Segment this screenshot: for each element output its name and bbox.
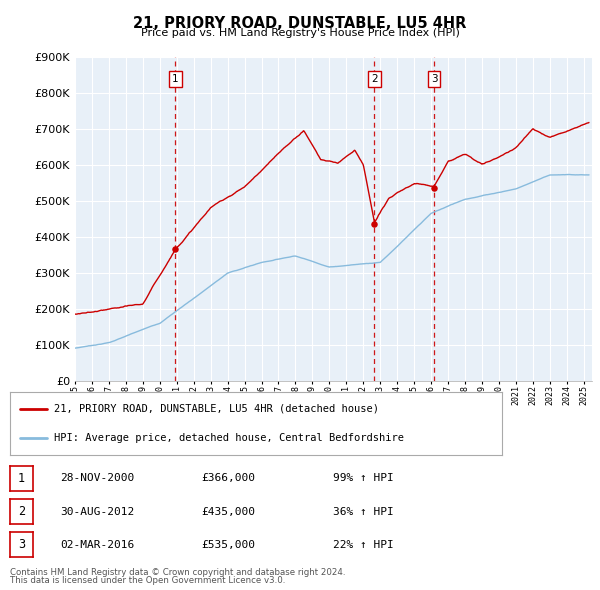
Point — [429, 183, 439, 193]
Text: 36% ↑ HPI: 36% ↑ HPI — [333, 507, 394, 516]
Text: Price paid vs. HM Land Registry's House Price Index (HPI): Price paid vs. HM Land Registry's House … — [140, 28, 460, 38]
Text: 22% ↑ HPI: 22% ↑ HPI — [333, 540, 394, 549]
Text: £435,000: £435,000 — [201, 507, 255, 516]
Text: Contains HM Land Registry data © Crown copyright and database right 2024.: Contains HM Land Registry data © Crown c… — [10, 568, 346, 577]
Text: 1: 1 — [18, 472, 25, 485]
Text: 02-MAR-2016: 02-MAR-2016 — [60, 540, 134, 549]
Text: 2: 2 — [371, 74, 378, 84]
Text: 2: 2 — [18, 505, 25, 518]
Text: 99% ↑ HPI: 99% ↑ HPI — [333, 474, 394, 483]
Text: £366,000: £366,000 — [201, 474, 255, 483]
Point — [170, 244, 180, 254]
Text: HPI: Average price, detached house, Central Bedfordshire: HPI: Average price, detached house, Cent… — [55, 433, 404, 443]
Point — [370, 219, 379, 229]
Text: This data is licensed under the Open Government Licence v3.0.: This data is licensed under the Open Gov… — [10, 576, 286, 585]
Text: 3: 3 — [18, 538, 25, 551]
Text: 3: 3 — [431, 74, 437, 84]
Text: £535,000: £535,000 — [201, 540, 255, 549]
Text: 1: 1 — [172, 74, 179, 84]
Text: 21, PRIORY ROAD, DUNSTABLE, LU5 4HR (detached house): 21, PRIORY ROAD, DUNSTABLE, LU5 4HR (det… — [55, 404, 379, 414]
Text: 28-NOV-2000: 28-NOV-2000 — [60, 474, 134, 483]
Text: 21, PRIORY ROAD, DUNSTABLE, LU5 4HR: 21, PRIORY ROAD, DUNSTABLE, LU5 4HR — [133, 16, 467, 31]
Text: 30-AUG-2012: 30-AUG-2012 — [60, 507, 134, 516]
